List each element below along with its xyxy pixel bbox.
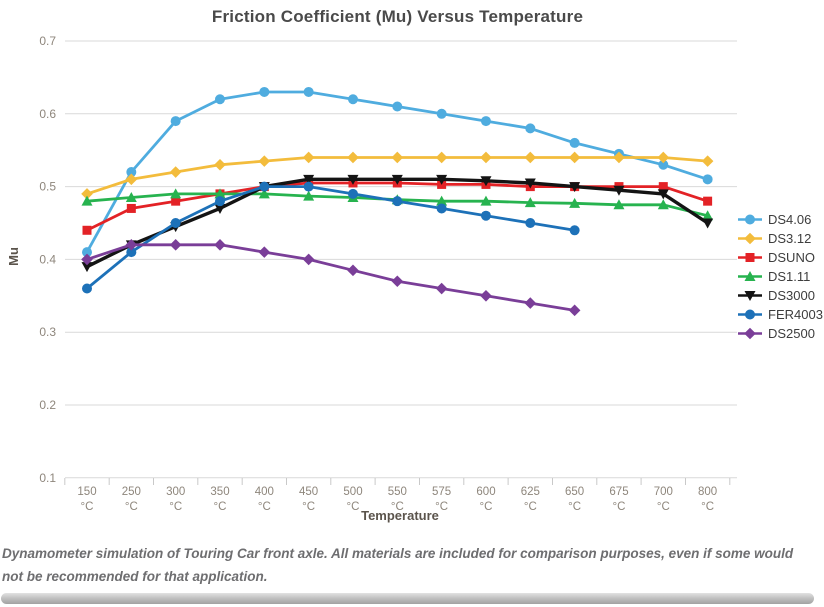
series-DS4.06 xyxy=(82,86,713,258)
chart-title: Friction Coefficient (Mu) Versus Tempera… xyxy=(211,7,584,26)
svg-text:600°C: 600 °C xyxy=(476,486,495,513)
svg-text:0.1: 0.1 xyxy=(39,471,56,485)
legend-label: DS3.12 xyxy=(768,231,812,246)
legend-marker-icon xyxy=(738,253,762,262)
svg-text:550°C: 550 °C xyxy=(388,486,407,513)
legend-marker-icon xyxy=(738,232,762,245)
x-tick-labels: 150 °C 250 °C 300 °C 350 °C 400 °C 450 °C 500 °C 550 °C… xyxy=(77,486,717,513)
x-axis-ticks xyxy=(64,478,731,485)
svg-text:800°C: 800 °C xyxy=(698,486,717,513)
legend-marker-icon xyxy=(738,271,762,281)
series-DS3.12 xyxy=(81,151,714,200)
legend-label: DS1.11 xyxy=(768,269,811,284)
svg-text:350°C: 350 °C xyxy=(210,486,229,513)
legend-item-DS4.06[interactable]: DS4.06 xyxy=(737,210,823,229)
x-axis-title: Temperature xyxy=(361,508,439,523)
svg-text:0.2: 0.2 xyxy=(39,398,56,412)
series-FER4003 xyxy=(82,181,580,294)
svg-text:675°C: 675 °C xyxy=(609,486,628,513)
svg-text:0.4: 0.4 xyxy=(39,252,56,266)
series-DS2500 xyxy=(81,239,581,317)
svg-text:300°C: 300 °C xyxy=(166,486,185,513)
svg-text:450°C: 450 °C xyxy=(299,486,318,513)
legend-label: DS4.06 xyxy=(768,212,812,227)
svg-text:400°C: 400 °C xyxy=(255,486,274,513)
svg-text:250°C: 250 °C xyxy=(122,486,141,513)
legend-item-DS3000[interactable]: DS3000 xyxy=(737,286,823,305)
legend-label: DS2500 xyxy=(768,326,815,341)
legend-item-DS2500[interactable]: DS2500 xyxy=(737,324,823,343)
plot-area: 0.7 0.6 0.5 0.4 0.3 0.2 0.1 150 °C 250 °C 300 °C 350 °… xyxy=(39,34,737,513)
svg-text:650°C: 650 °C xyxy=(565,486,584,513)
svg-text:0.7: 0.7 xyxy=(39,34,56,48)
legend-label: DSUNO xyxy=(768,250,815,265)
svg-text:625°C: 625 °C xyxy=(521,486,540,513)
svg-text:500°C: 500 °C xyxy=(343,486,362,513)
bottom-scrollbar[interactable] xyxy=(1,593,814,604)
legend-marker-icon xyxy=(738,291,762,301)
legend-marker-icon xyxy=(738,309,762,320)
legend-label: DS3000 xyxy=(768,288,815,303)
legend-label: FER4003 xyxy=(768,307,823,322)
svg-text:575°C: 575 °C xyxy=(432,486,451,513)
legend-item-DS3.12[interactable]: DS3.12 xyxy=(737,229,823,248)
y-tick-labels: 0.7 0.6 0.5 0.4 0.3 0.2 0.1 xyxy=(39,34,56,485)
svg-text:150°C: 150 °C xyxy=(77,486,96,513)
legend-item-DSUNO[interactable]: DSUNO xyxy=(737,248,823,267)
svg-text:0.6: 0.6 xyxy=(39,107,56,121)
legend-item-DS1.11[interactable]: DS1.11 xyxy=(737,267,823,286)
legend-item-FER4003[interactable]: FER4003 xyxy=(737,305,823,324)
caption: Dynamometer simulation of Touring Car fr… xyxy=(2,546,794,584)
legend-marker-icon xyxy=(738,214,762,225)
legend: DS4.06 DS3.12 DSUNO DS1.11 DS3000 FER4003 DS25… xyxy=(737,210,823,343)
svg-text:700°C: 700 °C xyxy=(654,486,673,513)
legend-marker-icon xyxy=(738,327,762,340)
svg-text:0.3: 0.3 xyxy=(39,325,56,339)
svg-text:0.5: 0.5 xyxy=(39,180,56,194)
